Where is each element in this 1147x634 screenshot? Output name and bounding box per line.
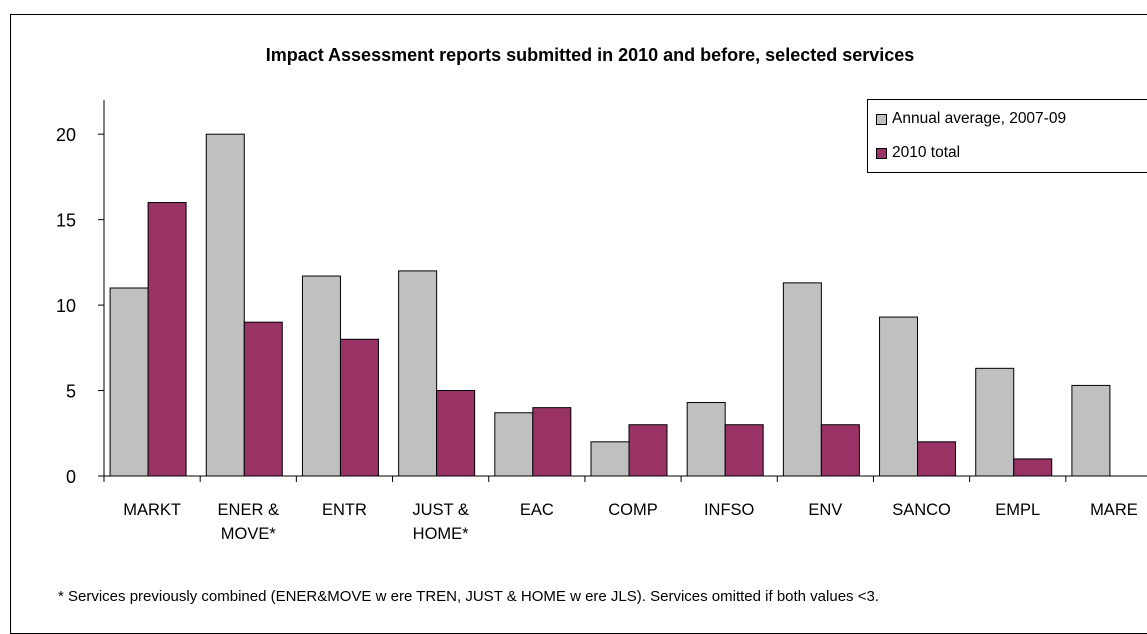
bar-annual-average [782,282,822,477]
legend-item-annual-average: Annual average, 2007-09 [876,110,1066,128]
bar-annual-average [1071,384,1111,477]
bar-annual-average [398,270,438,477]
bar-annual-average [205,133,245,477]
y-tick-label: 0 [66,467,76,487]
bar-annual-average [301,275,341,477]
bar-2010-total [532,407,572,477]
y-tick-label: 10 [56,296,76,316]
bar-2010-total [724,424,764,477]
x-tick-label: ENER & [218,501,279,519]
bar-2010-total [628,424,668,477]
x-tick-label: INFSO [704,501,755,519]
bar-annual-average [494,412,534,477]
x-tick-label: MOVE* [221,525,277,543]
x-tick-label: ENV [808,501,842,519]
bar-annual-average [590,441,630,477]
legend-swatch-2010-total [876,147,887,159]
bar-2010-total [243,321,283,477]
x-tick-label: COMP [608,501,658,519]
legend-item-2010-total: 2010 total [876,144,960,162]
x-tick-label: ENTR [322,501,367,519]
y-tick-label: 5 [66,382,76,402]
bar-annual-average [975,367,1015,477]
chart-title: Impact Assessment reports submitted in 2… [265,45,915,65]
legend: Annual average, 2007-09 2010 total [867,99,1147,173]
legend-swatch-annual-average [876,113,887,125]
bar-2010-total [820,424,860,477]
x-tick-label: MARE [1090,501,1138,519]
legend-label-2010-total: 2010 total [892,144,961,161]
x-tick-label: EAC [520,501,554,519]
chart-plot: 0 5 10 15 20 MARKT ENER & MOVE* ENTR JUST & HOME* E… [56,100,1147,543]
bar-2010-total [917,441,957,477]
bar-2010-total [147,202,187,477]
legend-label-annual-average: Annual average, 2007-09 [892,110,1067,127]
bar-2010-total [1013,458,1053,477]
x-tick-label: EMPL [995,501,1040,519]
bar-2010-total [436,390,476,477]
x-tick-label: JUST & [412,501,469,519]
y-tick-label: 15 [56,211,76,231]
bar-annual-average [109,287,149,477]
bar-annual-average [686,402,726,477]
x-tick-label: HOME* [413,525,470,543]
x-tick-label: SANCO [892,501,951,519]
y-tick-label: 20 [56,125,76,145]
x-tick-label: MARKT [123,501,181,519]
bar-2010-total [339,338,379,477]
footnote: * Services previously combined (ENER&MOV… [58,588,879,605]
bar-annual-average [879,316,919,477]
